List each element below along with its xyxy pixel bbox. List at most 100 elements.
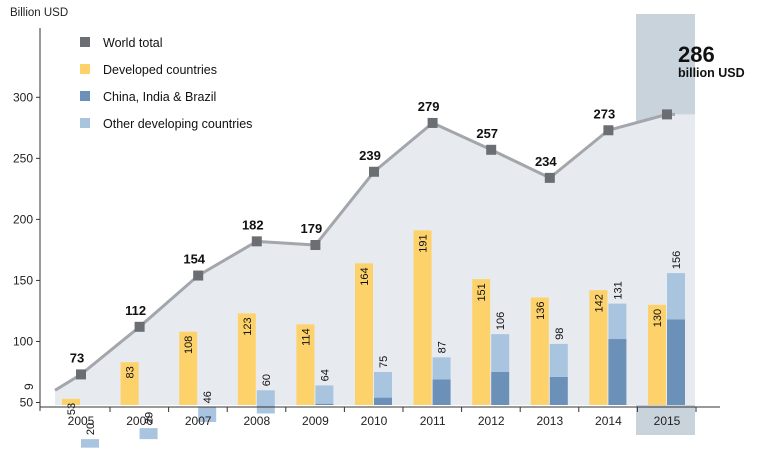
label-developed-2012: 151 — [476, 283, 488, 301]
world-marker-2009 — [310, 240, 321, 251]
legend-box — [67, 24, 273, 144]
bar-cib-2013 — [549, 376, 568, 405]
y-axis-break-label: 9 — [22, 383, 36, 390]
label-developing-2010: 75 — [378, 356, 390, 368]
bar-cib-2015 — [667, 319, 685, 405]
axes: 50 100 150 200 250 300 9 2005 2006 2007 2008 2009 20… — [13, 28, 720, 428]
legend-marker-world — [80, 37, 90, 47]
bar-developed-2013 — [530, 297, 549, 405]
bar-other-2005 — [81, 439, 99, 448]
bar-other-2006 — [139, 428, 158, 440]
x-label-2009: 2009 — [302, 414, 329, 428]
bar-cib-2014 — [608, 339, 627, 405]
final-unit: billion USD — [678, 66, 745, 80]
world-label-2014: 273 — [594, 106, 616, 121]
label-developed-2006: 83 — [125, 366, 137, 378]
label-developed-2009: 114 — [300, 328, 312, 346]
y-tick-200: 200 — [13, 212, 33, 226]
world-label-2012: 257 — [476, 126, 498, 141]
label-developing-2012: 106 — [495, 312, 507, 330]
bar-cib-2012 — [491, 371, 510, 405]
world-label-2006: 112 — [125, 303, 146, 318]
y-tick-300: 300 — [13, 90, 33, 104]
label-developed-2008: 123 — [242, 317, 254, 335]
bar-other-2015 — [667, 273, 685, 320]
bar-other-2012 — [491, 334, 510, 372]
world-marker-2014 — [603, 125, 614, 136]
world-label-2005: 73 — [70, 350, 84, 365]
legend-swatch-developed — [80, 64, 90, 74]
bar-developed-2007 — [179, 331, 198, 405]
legend: World total Developed countries China, I… — [67, 24, 273, 144]
y-tick-250: 250 — [13, 151, 33, 165]
legend-label-world: World total — [103, 36, 163, 50]
bar-other-2011 — [432, 357, 451, 380]
world-marker-2005 — [76, 369, 86, 380]
world-label-2013: 234 — [535, 154, 557, 169]
label-developing-2009: 64 — [319, 369, 331, 381]
label-developed-2013: 136 — [535, 302, 547, 320]
label-developed-2011: 191 — [418, 234, 430, 252]
bar-other-2007 — [198, 407, 217, 423]
world-label-2010: 239 — [359, 148, 381, 163]
bar-developed-2006 — [120, 362, 139, 405]
x-label-2014: 2014 — [595, 414, 622, 428]
bar-cib-2009 — [315, 403, 334, 405]
label-developed-2010: 164 — [359, 267, 371, 285]
world-label-2008: 182 — [242, 217, 264, 232]
bar-developed-2008 — [237, 313, 256, 405]
bar-developed-2009 — [296, 324, 315, 405]
x-label-2013: 2013 — [536, 414, 563, 428]
x-label-2010: 2010 — [361, 414, 388, 428]
bar-other-2008 — [256, 390, 275, 414]
label-developing-2013: 98 — [554, 328, 566, 340]
label-developing-2015: 156 — [671, 251, 683, 269]
label-developed-2015: 130 — [652, 309, 664, 327]
x-label-2005: 2005 — [68, 414, 95, 428]
label-developed-2005: 53 — [66, 403, 78, 415]
label-developing-2008: 60 — [261, 374, 273, 386]
world-marker-2011 — [427, 117, 438, 128]
world-label-2009: 179 — [301, 221, 323, 236]
bar-developed-2010 — [355, 263, 373, 405]
x-label-2006: 2006 — [126, 414, 153, 428]
bar-other-2014 — [608, 303, 627, 340]
world-marker-2010 — [369, 166, 379, 177]
world-marker-2012 — [486, 144, 497, 155]
legend-swatch-other — [80, 118, 90, 128]
world-label-2011: 279 — [418, 99, 440, 114]
bar-developed-2011 — [413, 230, 432, 405]
y-tick-50: 50 — [20, 396, 34, 410]
bar-developed-2012 — [472, 279, 491, 405]
bar-cib-2010 — [374, 397, 392, 405]
x-label-2008: 2008 — [243, 414, 270, 428]
x-label-2011: 2011 — [420, 414, 446, 428]
legend-label-other: Other developing countries — [103, 117, 252, 131]
y-tick-150: 150 — [13, 273, 33, 287]
bar-other-2009 — [315, 385, 334, 404]
world-total-markers: 73 112 154 182 179 239 279 257 234 273 — [70, 99, 672, 380]
label-developed-2007: 108 — [183, 336, 195, 354]
bars: 53 20 83 29 108 46 123 60 114 64 164 75 191 87 151 106 1… — [62, 230, 685, 448]
world-marker-2007 — [193, 270, 204, 281]
legend-label-cib: China, India & Brazil — [103, 90, 216, 104]
y-tick-100: 100 — [13, 334, 33, 348]
y-axis-title: Billion USD — [10, 7, 68, 19]
label-developing-2006: 29 — [144, 412, 156, 424]
world-marker-2015 — [662, 109, 672, 120]
x-label-2015: 2015 — [654, 414, 681, 428]
world-marker-2008 — [251, 236, 262, 247]
label-developing-2005: 20 — [85, 423, 97, 435]
world-marker-2013 — [544, 172, 555, 183]
world-label-2007: 154 — [183, 252, 205, 267]
bar-developed-2015 — [648, 304, 666, 405]
x-label-2007: 2007 — [185, 414, 212, 428]
bar-other-2010 — [374, 371, 392, 398]
legend-swatch-cib — [80, 91, 90, 101]
bar-developed-2005 — [62, 398, 80, 405]
final-annotation: 286 billion USD — [678, 42, 745, 80]
label-developing-2014: 131 — [612, 281, 624, 299]
x-label-2012: 2012 — [478, 414, 505, 428]
world-marker-2006 — [134, 321, 145, 332]
